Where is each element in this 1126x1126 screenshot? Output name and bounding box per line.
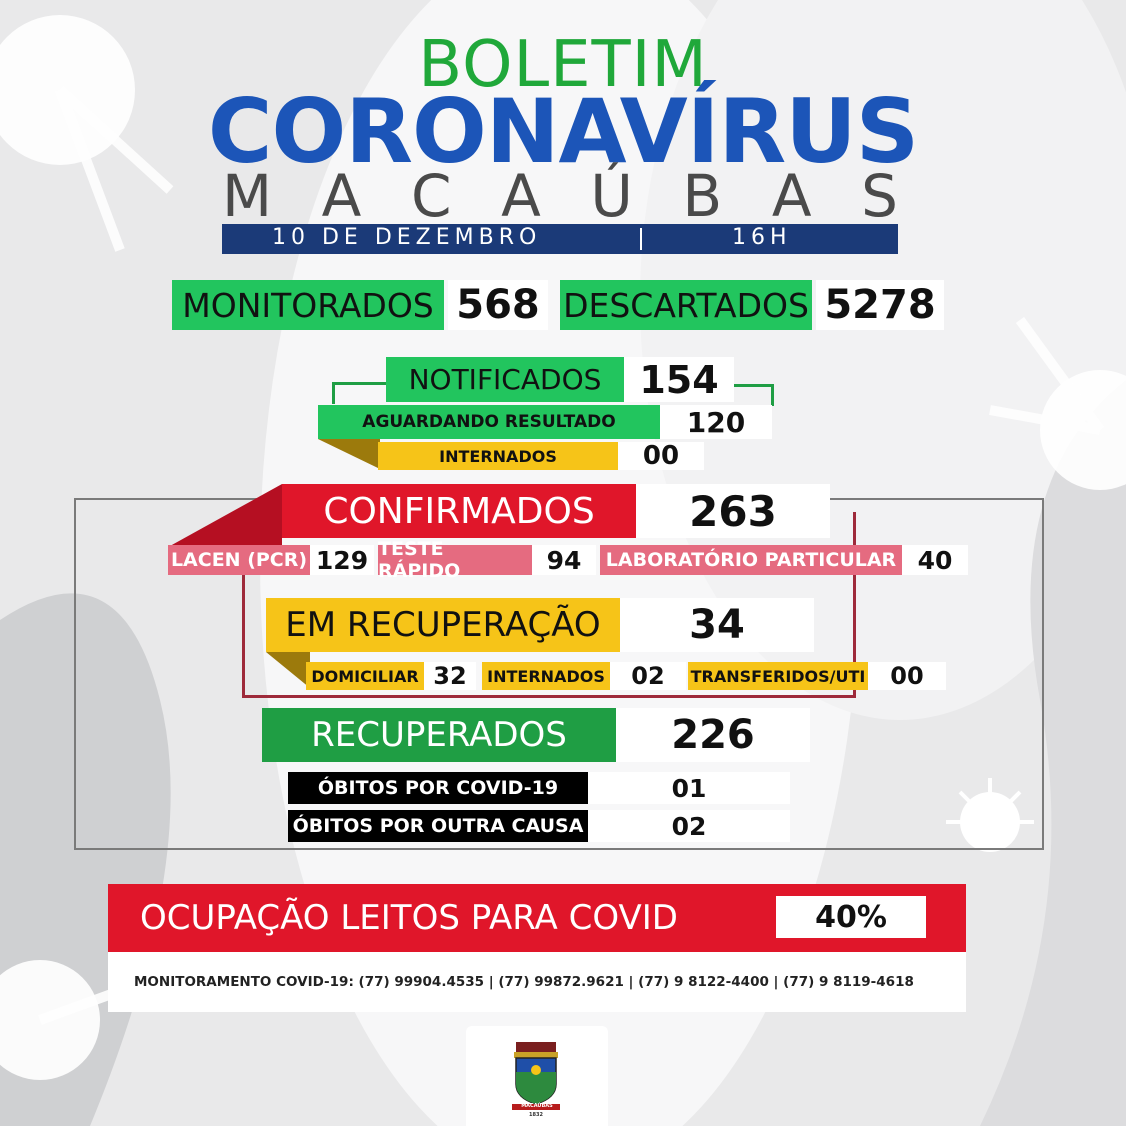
city-letter: C xyxy=(410,162,452,230)
domiciliar-label: DOMICILIAR xyxy=(306,662,424,690)
city-letter: Ú xyxy=(590,162,633,230)
notificados-bracket-left xyxy=(332,382,386,404)
lacen-value: 129 xyxy=(310,545,374,575)
crest-year: 1832 xyxy=(529,1112,543,1118)
ocupacao-label: OCUPAÇÃO LEITOS PARA COVID xyxy=(140,898,678,938)
internados-notif-value: 00 xyxy=(618,441,704,471)
domiciliar-value: 32 xyxy=(424,662,476,690)
em-recuperacao-fold xyxy=(266,652,310,688)
notificados-bracket-right xyxy=(734,384,774,406)
city-letter: A xyxy=(771,162,812,230)
confirmados-value: 263 xyxy=(636,484,830,538)
ocupacao-value: 40% xyxy=(776,896,926,938)
notificados-label: NOTIFICADOS xyxy=(386,357,624,402)
lacen-label: LACEN (PCR) xyxy=(168,545,310,575)
obitos-covid-value: 01 xyxy=(588,772,790,804)
report-date: 10 DE DEZEMBRO xyxy=(272,225,542,250)
city-letter: B xyxy=(682,162,723,230)
city-letter: A xyxy=(501,162,541,230)
internados-notif-label: INTERNADOS xyxy=(378,442,618,470)
internados-rec-value: 02 xyxy=(610,662,686,690)
aguardando-label: AGUARDANDO RESULTADO xyxy=(318,405,660,439)
crest-label: MACAÚBAS xyxy=(521,1103,553,1109)
descartados-label: DESCARTADOS xyxy=(560,280,812,330)
internados-rec-label: INTERNADOS xyxy=(482,662,610,690)
city-letter: M xyxy=(222,162,273,230)
teste-rapido-label: TESTE RÁPIDO xyxy=(378,538,532,582)
em-recuperacao-value: 34 xyxy=(620,598,814,652)
city-name: M A C A Ú B A S xyxy=(222,162,898,230)
date-band: 10 DE DEZEMBRO 16H xyxy=(222,224,898,254)
aguardando-value: 120 xyxy=(660,405,772,439)
city-letter: A xyxy=(321,162,362,230)
confirmados-label: CONFIRMADOS xyxy=(282,484,636,538)
transferidos-value: 00 xyxy=(868,662,946,690)
laboratorio-value: 40 xyxy=(902,545,968,575)
notificados-value: 154 xyxy=(624,357,734,402)
municipal-coat-of-arms-icon xyxy=(512,1042,560,1110)
title-boletim: BOLETIM xyxy=(418,28,708,102)
laboratorio-label: LABORATÓRIO PARTICULAR xyxy=(600,545,902,575)
teste-rapido-value: 94 xyxy=(532,545,596,575)
confirmados-fold xyxy=(170,484,282,546)
monitorados-value: 568 xyxy=(448,280,548,330)
internados-notif-fold xyxy=(318,439,380,469)
obitos-outra-label: ÓBITOS POR OUTRA CAUSA xyxy=(288,810,588,842)
obitos-covid-label: ÓBITOS POR COVID-19 xyxy=(288,772,588,804)
footer-contacts-bar: MONITORAMENTO COVID-19: (77) 99904.4535 … xyxy=(108,952,966,1012)
crest-card: MACAÚBAS 1832 xyxy=(466,1026,608,1126)
monitorados-label: MONITORADOS xyxy=(172,280,444,330)
recuperados-value: 226 xyxy=(616,708,810,762)
footer-contacts: MONITORAMENTO COVID-19: (77) 99904.4535 … xyxy=(134,974,914,990)
recuperados-label: RECUPERADOS xyxy=(262,708,616,762)
report-time: 16H xyxy=(732,225,792,250)
title-coronavirus: CORONAVÍRUS xyxy=(207,80,919,183)
ocupacao-banner: OCUPAÇÃO LEITOS PARA COVID 40% xyxy=(108,884,966,952)
city-letter: S xyxy=(861,162,898,230)
obitos-outra-value: 02 xyxy=(588,810,790,842)
descartados-value: 5278 xyxy=(816,280,944,330)
small-virus-icon xyxy=(946,778,1034,852)
transferidos-label: TRANSFERIDOS/UTI xyxy=(688,662,868,690)
confirmados-inner-frame xyxy=(242,512,856,698)
date-separator xyxy=(640,228,642,250)
em-recuperacao-label: EM RECUPERAÇÃO xyxy=(266,598,620,652)
